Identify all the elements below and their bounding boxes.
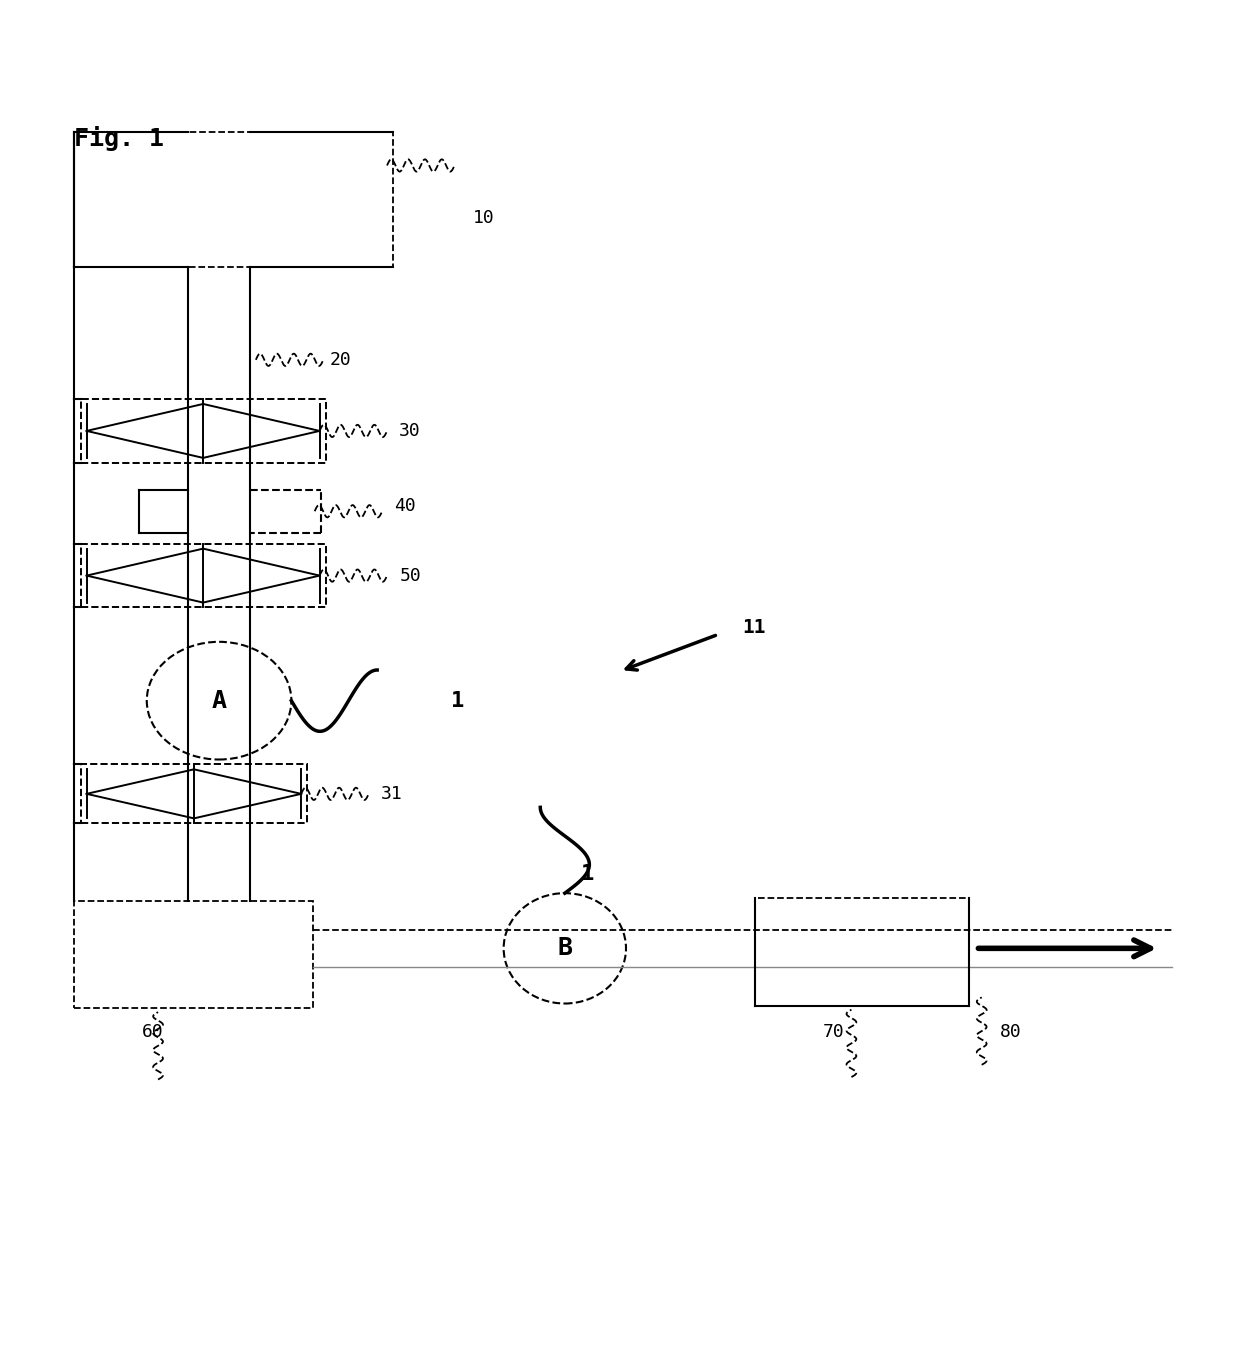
Bar [81, 544, 326, 607]
Bar [755, 898, 970, 1006]
Text: B: B [557, 936, 573, 961]
Text: 60: 60 [141, 1023, 164, 1040]
Text: 30: 30 [399, 422, 422, 440]
Text: 31: 31 [381, 785, 403, 802]
Text: 40: 40 [394, 496, 417, 515]
Text: 50: 50 [399, 566, 422, 585]
Text: 70: 70 [822, 1023, 844, 1040]
Text: 10: 10 [472, 209, 495, 227]
Text: 1: 1 [451, 690, 464, 711]
Bar [74, 901, 314, 1009]
Text: 20: 20 [330, 351, 351, 369]
Ellipse shape [503, 893, 626, 1003]
Text: A: A [212, 689, 227, 712]
Text: 11: 11 [743, 618, 766, 637]
Bar [74, 131, 393, 267]
Bar [81, 399, 326, 463]
Text: 80: 80 [1001, 1023, 1022, 1040]
Text: 1: 1 [580, 864, 594, 883]
Bar [81, 764, 308, 823]
Ellipse shape [146, 642, 291, 760]
Text: Fig. 1: Fig. 1 [74, 126, 165, 150]
